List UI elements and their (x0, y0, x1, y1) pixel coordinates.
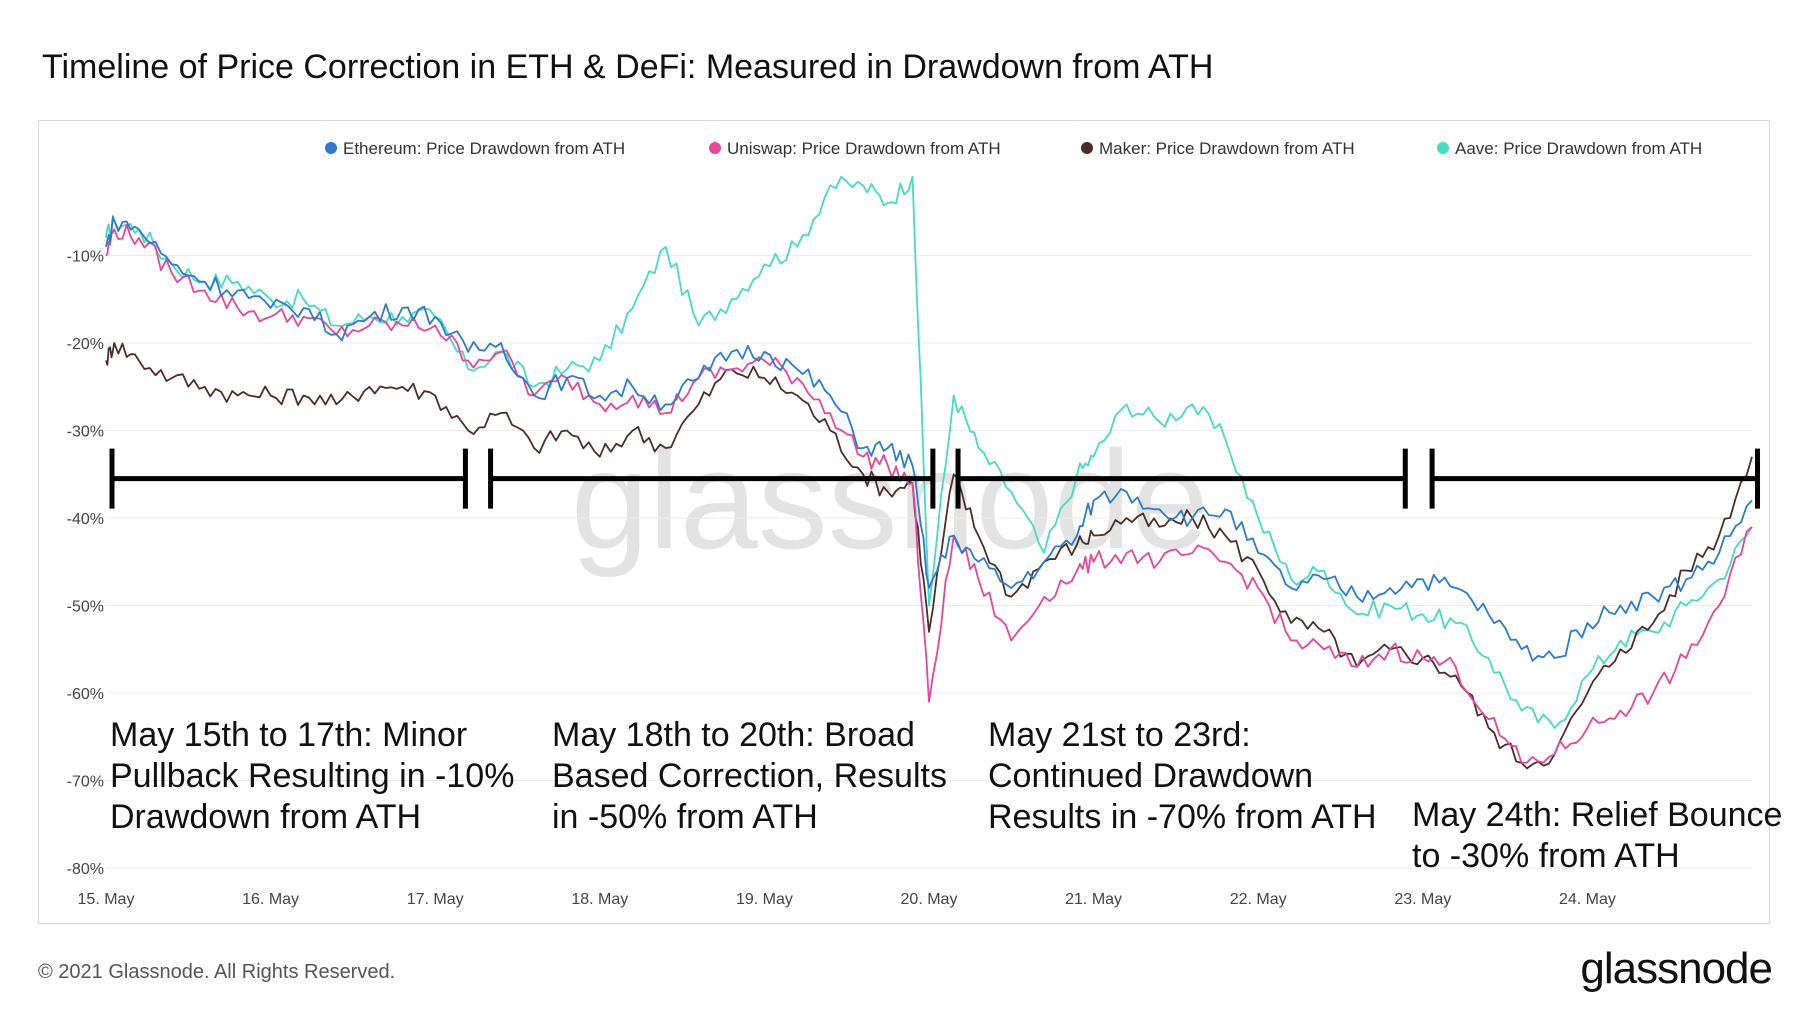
chart-title: Timeline of Price Correction in ETH & De… (42, 48, 1214, 86)
legend-label-uniswap: Uniswap: Price Drawdown from ATH (727, 139, 1001, 158)
x-tick-label: 22. May (1230, 891, 1287, 908)
legend-label-aave: Aave: Price Drawdown from ATH (1455, 139, 1702, 158)
legend-swatch-uniswap (709, 142, 721, 154)
phase-annotation-line: Drawdown from ATH (110, 798, 421, 836)
phase-annotation-line: May 15th to 17th: Minor (110, 716, 467, 754)
phase-annotation-line: May 18th to 20th: Broad (552, 716, 915, 754)
legend-label-maker: Maker: Price Drawdown from ATH (1099, 139, 1355, 158)
series-line-ethereum (105, 216, 1753, 662)
phase-annotation: May 15th to 17th: Minor Pullback Resultin… (110, 716, 514, 836)
y-tick-label: -50% (67, 599, 104, 616)
y-tick-label: -10% (67, 249, 104, 266)
phase-annotation-line: Continued Drawdown (988, 757, 1313, 795)
y-tick-label: -60% (67, 686, 104, 703)
brand-logo: glassnode (1580, 944, 1773, 993)
y-tick-label: -70% (67, 774, 104, 791)
series-line-uniswap (105, 224, 1753, 764)
x-tick-label: 23. May (1394, 891, 1451, 908)
phase-annotation-line: to -30% from ATH (1412, 837, 1680, 875)
phase-annotation-line: Pullback Resulting in -10% (110, 757, 514, 795)
x-tick-label: 16. May (242, 891, 299, 908)
phase-annotation-line: May 24th: Relief Bounce (1412, 796, 1782, 834)
y-tick-label: -40% (67, 511, 104, 528)
x-tick-label: 21. May (1065, 891, 1122, 908)
x-tick-label: 18. May (571, 891, 628, 908)
x-tick-label: 17. May (407, 891, 464, 908)
x-tick-label: 24. May (1559, 891, 1616, 908)
legend-swatch-ethereum (325, 142, 337, 154)
phase-annotation: May 21st to 23rd: Continued Drawdown Resul… (988, 716, 1377, 836)
x-tick-label: 20. May (901, 891, 958, 908)
phase-annotation: May 18th to 20th: Broad Based Correction,… (552, 716, 947, 836)
watermark: glassnode (571, 421, 1209, 578)
x-tick-label: 15. May (78, 891, 135, 908)
copyright-text: © 2021 Glassnode. All Rights Reserved. (38, 961, 396, 983)
chart-frame (38, 120, 1770, 924)
series-line-aave (105, 175, 1753, 729)
phase-annotation-line: Results in -70% from ATH (988, 798, 1377, 836)
y-tick-label: -30% (67, 424, 104, 441)
phase-annotation-line: in -50% from ATH (552, 798, 818, 836)
x-tick-label: 19. May (736, 891, 793, 908)
y-tick-label: -20% (67, 336, 104, 353)
legend-swatch-maker (1081, 142, 1093, 154)
phase-annotation-line: Based Correction, Results (552, 757, 947, 795)
phase-annotation-line: May 21st to 23rd: (988, 716, 1251, 754)
y-tick-label: -80% (67, 861, 104, 878)
legend-swatch-aave (1437, 142, 1449, 154)
phase-annotation: May 24th: Relief Bounce to -30% from ATH (1412, 796, 1782, 875)
legend-label-ethereum: Ethereum: Price Drawdown from ATH (343, 139, 625, 158)
